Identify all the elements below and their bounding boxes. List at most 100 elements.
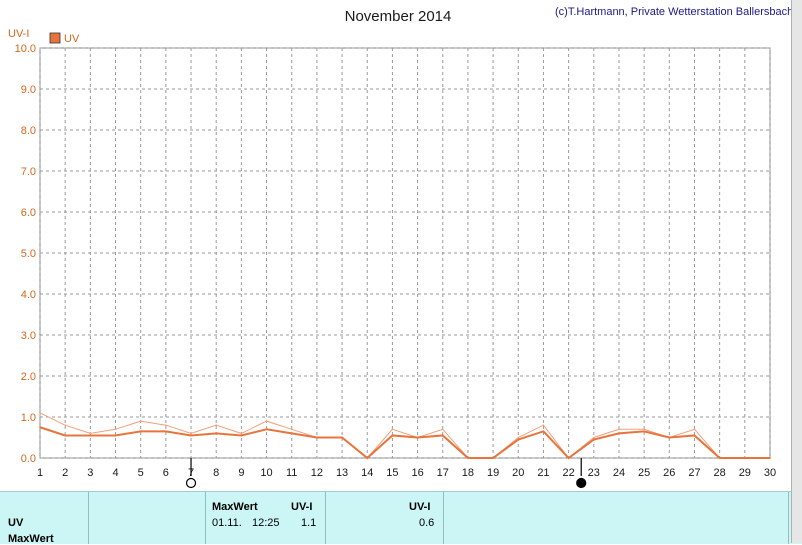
data-point-0 [316, 436, 318, 439]
x-tick-label: 23 [588, 467, 600, 479]
data-point-1 [441, 428, 444, 431]
x-tick-label: 5 [138, 467, 144, 479]
x-tick-label: 8 [213, 467, 219, 479]
data-point-0 [618, 432, 620, 435]
y-tick-label: 3.0 [21, 330, 36, 342]
data-point-1 [592, 436, 595, 439]
table-divider [443, 492, 444, 544]
chart-title: November 2014 [345, 8, 452, 25]
data-point-0 [240, 434, 243, 437]
x-tick-label: 16 [411, 467, 423, 479]
series-line-0 [39, 426, 770, 460]
data-point-1 [190, 432, 192, 435]
data-point-1 [89, 432, 92, 435]
data-point-0 [89, 434, 92, 437]
table-divider [205, 492, 206, 544]
y-tick-label: 2.0 [21, 371, 36, 383]
window-edge [791, 0, 802, 543]
x-tick-label: 21 [537, 467, 549, 479]
y-tick-label: 9.0 [21, 84, 36, 96]
mean-unit-header: UV-I [409, 501, 431, 513]
y-tick-label: 5.0 [21, 248, 36, 260]
y-tick-label: 0.0 [21, 453, 36, 465]
x-tick-label: 9 [238, 467, 244, 479]
max-unit-header: UV-I [291, 501, 313, 513]
data-point-0 [391, 434, 394, 437]
data-point-0 [165, 430, 167, 433]
legend-label-uv: UV [64, 33, 80, 45]
data-point-0 [341, 436, 343, 439]
x-tick-label: 4 [112, 467, 118, 479]
data-point-0 [744, 457, 746, 459]
data-point-0 [64, 434, 66, 437]
chart-credit: (c)T.Hartmann, Private Wetterstation Bal… [555, 6, 793, 18]
max-date: 01.11. [212, 517, 242, 529]
data-point-0 [215, 432, 218, 435]
x-tick-label: 15 [386, 467, 398, 479]
row-label-uv: UV [8, 517, 24, 529]
data-point-0 [441, 434, 444, 437]
data-point-0 [265, 428, 268, 431]
data-point-0 [542, 430, 545, 433]
x-tick-label: 6 [163, 467, 169, 479]
data-point-1 [265, 420, 268, 422]
data-point-0 [290, 432, 293, 435]
y-tick-label: 7.0 [21, 166, 36, 178]
data-point-0 [592, 438, 595, 441]
data-point-1 [618, 428, 620, 431]
data-point-1 [215, 424, 218, 427]
plot-area: 0.01.02.03.04.05.06.07.08.09.010.01 2 3 4 5 6… [15, 43, 776, 489]
mean-value: 0.6 [419, 517, 435, 529]
x-tick-label: 2 [62, 467, 68, 479]
summary-table: UV MaxWert MaxWert UV-I 01.11. 12:25 1.1… [0, 491, 802, 545]
x-tick-label: 28 [714, 467, 726, 479]
x-tick-label: 11 [286, 467, 297, 479]
x-tick-label: 10 [260, 467, 272, 479]
series-line-1 [39, 412, 770, 459]
x-tick-label: 1 [37, 467, 43, 479]
x-tick-label: 24 [613, 467, 625, 479]
data-point-0 [492, 457, 494, 459]
data-point-1 [39, 412, 41, 414]
x-tick-label: 17 [437, 467, 449, 479]
data-point-0 [567, 457, 570, 459]
data-point-0 [467, 457, 469, 459]
x-tick-label: 30 [764, 467, 776, 479]
x-tick-label: 25 [638, 467, 650, 479]
x-tick-label: 19 [487, 467, 499, 479]
max-value: 1.1 [301, 517, 317, 529]
data-point-0 [39, 426, 41, 429]
x-tick-label: 26 [663, 467, 675, 479]
data-point-1 [240, 432, 243, 435]
table-divider [325, 492, 326, 544]
x-tick-label: 12 [311, 467, 323, 479]
new-moon-marker [576, 477, 587, 489]
x-tick-label: 27 [688, 467, 700, 479]
table-divider [788, 492, 789, 544]
data-point-1 [165, 424, 167, 427]
data-point-0 [139, 430, 142, 433]
data-point-1 [517, 436, 520, 439]
y-tick-label: 8.0 [21, 125, 36, 137]
data-point-1 [542, 424, 545, 427]
y-tick-label: 1.0 [21, 412, 36, 424]
row-label-maxwert: MaxWert [8, 533, 54, 545]
data-point-1 [114, 428, 117, 431]
data-point-0 [190, 434, 192, 437]
x-tick-label: 29 [739, 467, 751, 479]
data-point-0 [718, 457, 721, 459]
data-point-1 [290, 428, 293, 431]
data-point-0 [366, 457, 369, 459]
uv-chart: November 2014 (c)T.Hartmann, Private Wet… [8, 6, 793, 489]
data-point-0 [517, 438, 520, 441]
x-tick-label: 14 [361, 467, 373, 479]
x-tick-label: 3 [87, 467, 93, 479]
data-point-1 [139, 420, 142, 422]
data-point-0 [668, 436, 671, 439]
y-tick-label: 10.0 [15, 43, 36, 55]
max-header: MaxWert [212, 501, 258, 513]
data-point-0 [769, 457, 771, 459]
data-point-0 [693, 434, 696, 437]
data-point-0 [114, 434, 117, 437]
data-point-0 [416, 436, 419, 439]
